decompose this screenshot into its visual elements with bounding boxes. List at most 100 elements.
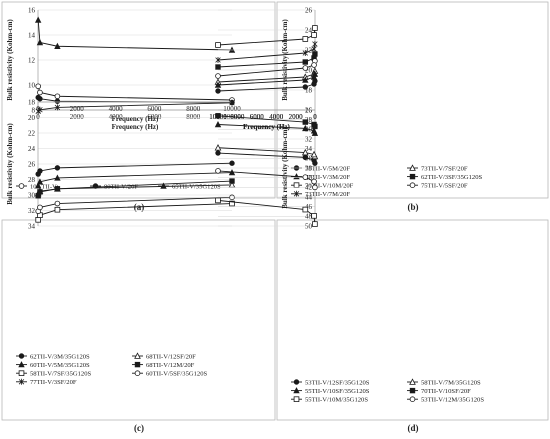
data-point: [54, 104, 61, 111]
chart-panel-b: 1618202224260200040006000800010000Freque…: [209, 1, 549, 212]
x-tick-label: 4000: [109, 113, 124, 121]
legend-label: 80TII-V/20F: [104, 183, 138, 190]
data-point: [54, 174, 61, 181]
legend-marker: [409, 182, 416, 189]
legend-label: 58TII-V/7M/35G120S: [421, 379, 481, 386]
legend-entry: 75TII-V/5SF/20F: [407, 182, 468, 190]
legend-entry: 53TII-V/12M/35G120S: [407, 396, 484, 404]
data-point: [229, 178, 235, 184]
y-tick-label: 22: [305, 46, 313, 54]
legend-marker: [293, 387, 300, 394]
x-tick-label: 0: [313, 113, 317, 121]
data-point: [229, 160, 235, 166]
legend-entry: 73TII-V/7SF/20F: [407, 164, 468, 172]
legend-marker: [293, 379, 300, 385]
legend-label: 68TII-V/12M/20F: [146, 362, 195, 369]
data-point: [37, 106, 43, 113]
data-point: [37, 89, 43, 96]
y-tick-label: 14: [28, 31, 36, 39]
series-line: [217, 199, 316, 225]
y-tick-label: 28: [28, 176, 36, 184]
data-point: [311, 213, 317, 219]
data-point: [302, 174, 309, 180]
y-tick-label: 18: [28, 98, 36, 106]
x-tick-label: 2000: [70, 113, 85, 121]
y-tick-label: 26: [28, 160, 36, 168]
legend-label: 55TII-V/10M/35G120S: [305, 397, 368, 404]
y-tick-label: 12: [28, 56, 36, 64]
legend-marker: [18, 183, 25, 189]
legend-label: 60TII-V/5SF/35G120S: [146, 371, 208, 378]
data-point: [229, 200, 235, 207]
series-3: [215, 51, 318, 70]
y-tick-label: 28: [305, 116, 313, 124]
legend-marker: [293, 396, 300, 402]
x-tick-label: 4000: [269, 113, 284, 121]
data-point: [214, 144, 222, 151]
data-point: [302, 50, 308, 56]
data-point: [311, 178, 317, 185]
series-3: [35, 178, 235, 199]
series-3: [215, 113, 318, 130]
series-4: [215, 197, 318, 227]
legend-entry: 58TII-V/7M/35G120S: [407, 378, 481, 386]
data-point: [312, 25, 318, 31]
x-tick-label: 8000: [186, 113, 201, 121]
data-point: [312, 184, 318, 191]
y-tick-label: 24: [305, 26, 313, 34]
legend-marker: [18, 361, 25, 368]
series-2: [214, 121, 319, 136]
data-point: [310, 150, 318, 158]
y-tick-label: 38: [305, 164, 313, 172]
legend-entry: 53TII-V/12SF/35G120S: [291, 379, 370, 386]
data-point: [36, 178, 44, 185]
x-tick-label: 6000: [147, 113, 162, 121]
legend-entry: 100 TII-V: [16, 183, 57, 190]
legend-marker: [293, 190, 300, 197]
data-point: [36, 39, 44, 46]
data-point: [54, 93, 61, 100]
legend-entry: 68TII-V/12M/20F: [132, 361, 195, 369]
data-point: [302, 206, 309, 213]
y-tick-label: 30: [28, 191, 36, 199]
legend-label: 58TII-V/7SF/35G120S: [30, 371, 92, 378]
x-tick-label: 2000: [289, 113, 304, 121]
x-tick-label: 2000: [289, 113, 304, 121]
data-point: [214, 121, 222, 128]
data-point: [54, 206, 61, 213]
y-tick-label: 26: [305, 6, 313, 14]
data-point: [215, 168, 221, 174]
y-tick-label: 16: [305, 106, 313, 114]
data-point: [54, 200, 61, 207]
data-point: [302, 154, 308, 161]
legend-label: 75TII-V/5M/20F: [305, 165, 350, 172]
x-axis-title: Frequency (Hz): [112, 123, 159, 131]
data-point: [215, 150, 221, 156]
legend-entry: 77TII-V/3SF/20F: [16, 378, 77, 386]
series-0: [35, 83, 235, 103]
data-point: [310, 73, 318, 80]
data-point: [37, 96, 43, 102]
x-tick-label: 4000: [269, 113, 284, 121]
legend-label: 62TII-V/3M/35G120S: [30, 353, 90, 360]
legend-entry: 55TII-V/10SF/35G120S: [291, 387, 370, 395]
data-point: [215, 88, 221, 94]
y-axis-title: Bulk resistivity (Kohm-cm): [281, 127, 289, 209]
legend-marker: [409, 173, 416, 180]
series-2: [214, 70, 319, 88]
panel-caption: (b): [408, 202, 419, 212]
data-point: [215, 73, 221, 79]
data-point: [37, 168, 43, 174]
panel-caption: (d): [408, 423, 419, 433]
data-point: [215, 57, 221, 63]
data-point: [312, 41, 318, 47]
panel-frame: [276, 219, 549, 421]
data-point: [215, 64, 221, 70]
data-point: [311, 46, 317, 52]
legend-label: 53TII-V/12M/35G120S: [421, 397, 484, 404]
legend-label: 73TII-V/7M/20F: [305, 191, 350, 198]
data-point: [302, 76, 309, 83]
legend-label: 55TII-V/10SF/35G120S: [305, 388, 370, 395]
data-point: [311, 81, 317, 87]
